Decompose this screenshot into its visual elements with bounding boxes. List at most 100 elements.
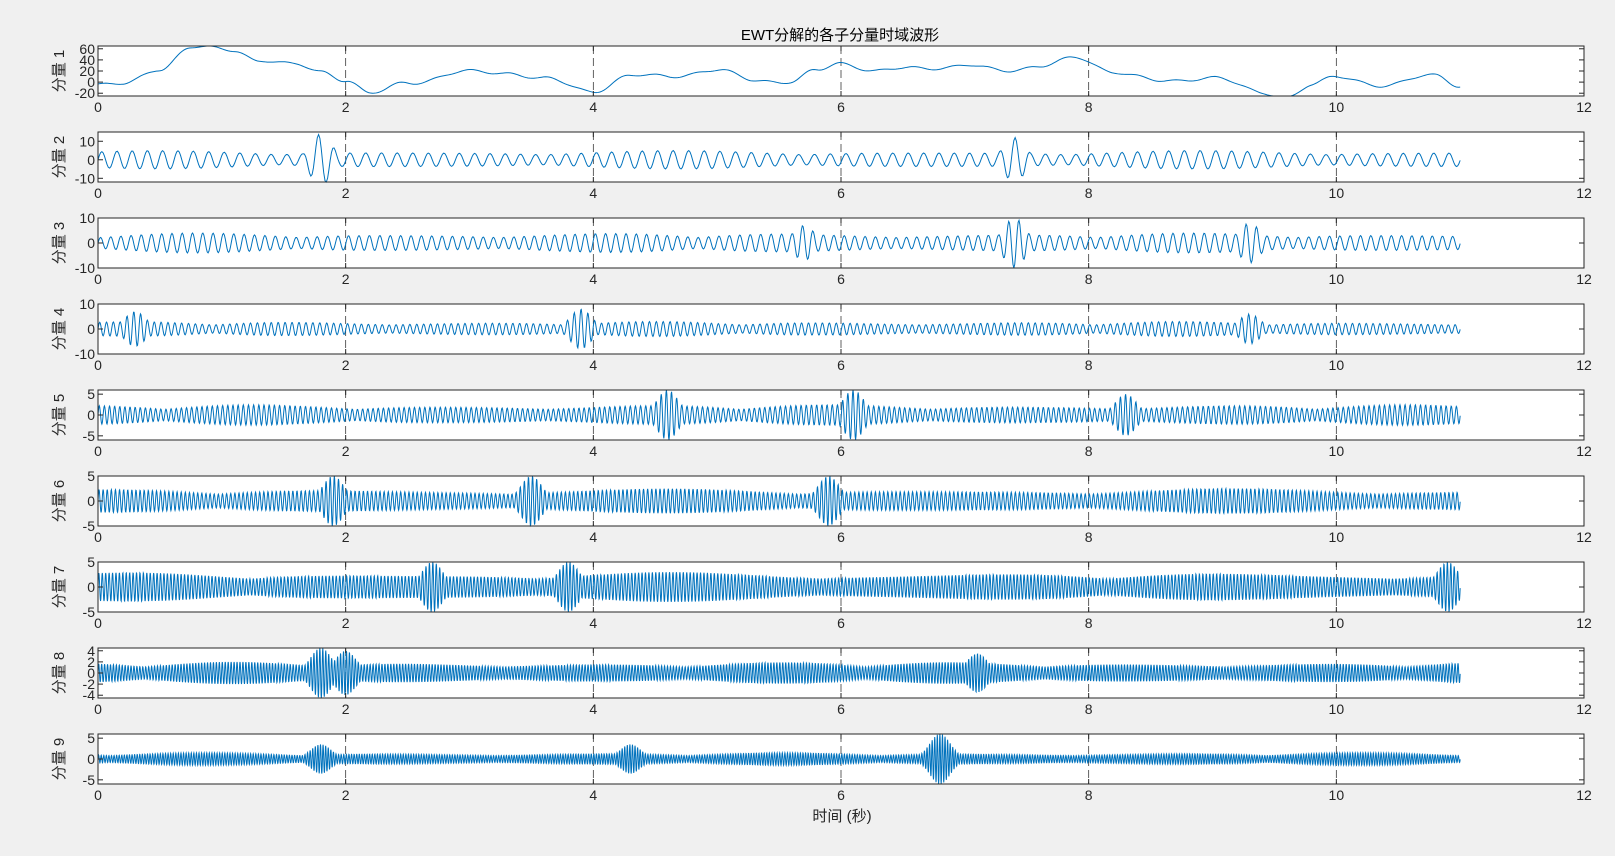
figure-title: EWT分解的各子分量时域波形 (741, 27, 939, 44)
y-tick-label: 60 (79, 41, 95, 57)
x-tick-label: 2 (342, 443, 350, 459)
x-tick-label: 0 (94, 271, 102, 287)
x-tick-label: 8 (1085, 99, 1093, 115)
y-axis-label: 分量 6 (51, 480, 68, 523)
x-tick-label: 6 (837, 99, 845, 115)
y-tick-label: -5 (83, 772, 96, 788)
x-tick-label: 2 (342, 185, 350, 201)
x-tick-label: 0 (94, 443, 102, 459)
x-tick-label: 0 (94, 357, 102, 373)
x-tick-label: 10 (1329, 271, 1345, 287)
series-line (97, 648, 1461, 698)
y-tick-label: 0 (87, 321, 95, 337)
x-tick-label: 8 (1085, 701, 1093, 717)
y-axis-label: 分量 2 (51, 136, 68, 179)
x-tick-label: 8 (1085, 787, 1093, 803)
series-line (97, 308, 1461, 350)
x-tick-label: 12 (1576, 357, 1592, 373)
y-tick-label: 5 (87, 468, 95, 484)
y-tick-label: 40 (79, 52, 95, 68)
y-tick-label: -5 (83, 428, 96, 444)
x-tick-label: 10 (1329, 185, 1345, 201)
x-tick-label: 6 (837, 357, 845, 373)
x-tick-label: 8 (1085, 443, 1093, 459)
x-tick-label: 10 (1329, 357, 1345, 373)
series-line (97, 218, 1461, 269)
series-line (97, 45, 1461, 97)
x-tick-label: 12 (1576, 701, 1592, 717)
x-tick-label: 2 (342, 357, 350, 373)
series-line (97, 562, 1461, 612)
x-tick-label: 12 (1576, 529, 1592, 545)
x-tick-label: 10 (1329, 615, 1345, 631)
x-tick-label: 6 (837, 529, 845, 545)
y-tick-label: -2 (83, 676, 96, 692)
y-tick-label: 0 (87, 751, 95, 767)
x-tick-label: 6 (837, 701, 845, 717)
y-tick-label: 0 (87, 665, 95, 681)
y-tick-label: 10 (79, 210, 95, 226)
y-tick-label: 0 (87, 152, 95, 168)
y-tick-label: 4 (87, 643, 95, 659)
y-tick-label: 5 (87, 730, 95, 746)
x-tick-label: 10 (1329, 701, 1345, 717)
x-tick-label: 4 (589, 185, 597, 201)
x-tick-label: 0 (94, 701, 102, 717)
y-axis-label: 分量 3 (51, 222, 68, 265)
series-line (97, 733, 1461, 784)
x-tick-label: 4 (589, 529, 597, 545)
x-tick-label: 4 (589, 701, 597, 717)
x-tick-label: 10 (1329, 787, 1345, 803)
x-tick-label: 6 (837, 443, 845, 459)
y-axis-label: 分量 8 (51, 652, 68, 695)
x-tick-label: 12 (1576, 787, 1592, 803)
x-tick-label: 2 (342, 615, 350, 631)
x-tick-label: 12 (1576, 185, 1592, 201)
x-tick-label: 0 (94, 529, 102, 545)
x-tick-label: 0 (94, 615, 102, 631)
y-tick-label: 0 (87, 74, 95, 90)
x-tick-label: 8 (1085, 271, 1093, 287)
y-tick-label: 5 (87, 386, 95, 402)
x-tick-label: 8 (1085, 615, 1093, 631)
y-tick-label: 10 (79, 296, 95, 312)
series-line (97, 133, 1461, 183)
x-tick-label: 10 (1329, 99, 1345, 115)
y-tick-label: -5 (83, 518, 96, 534)
x-tick-label: 2 (342, 271, 350, 287)
x-tick-label: 12 (1576, 99, 1592, 115)
x-tick-label: 4 (589, 271, 597, 287)
y-tick-label: 10 (79, 133, 95, 149)
x-tick-label: 6 (837, 615, 845, 631)
x-tick-label: 4 (589, 99, 597, 115)
x-tick-label: 0 (94, 787, 102, 803)
y-axis-label: 分量 7 (51, 566, 68, 609)
x-tick-label: 8 (1085, 185, 1093, 201)
x-axis-label: 时间 (秒) (812, 808, 871, 825)
x-tick-label: 4 (589, 615, 597, 631)
y-tick-label: -10 (75, 260, 95, 276)
y-axis-label: 分量 4 (51, 308, 68, 351)
x-tick-label: 12 (1576, 443, 1592, 459)
x-tick-label: 2 (342, 701, 350, 717)
x-tick-label: 0 (94, 99, 102, 115)
x-tick-label: 12 (1576, 271, 1592, 287)
x-tick-label: 4 (589, 443, 597, 459)
y-tick-label: -20 (75, 85, 95, 101)
x-tick-label: 4 (589, 787, 597, 803)
y-tick-label: 20 (79, 63, 95, 79)
x-tick-label: 0 (94, 185, 102, 201)
y-tick-label: 2 (87, 654, 95, 670)
x-tick-label: 2 (342, 99, 350, 115)
y-tick-label: 5 (87, 554, 95, 570)
y-axis-label: 分量 9 (51, 738, 68, 781)
x-tick-label: 10 (1329, 529, 1345, 545)
